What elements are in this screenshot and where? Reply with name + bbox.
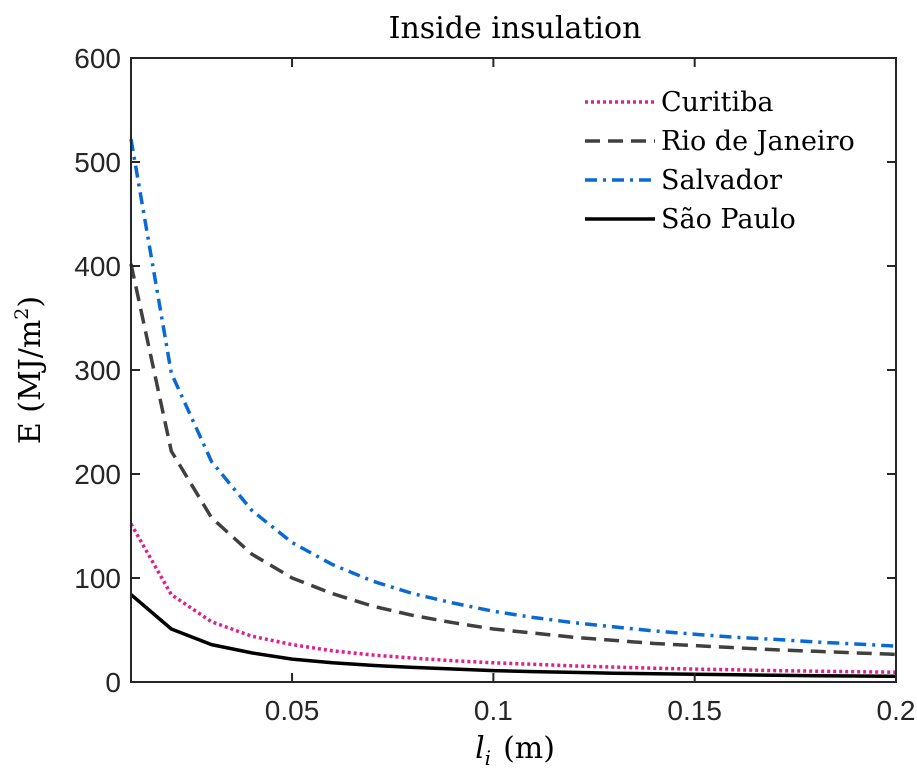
legend: Curitiba Rio de Janeiro Salvador São Paulo xyxy=(585,87,855,235)
x-axis-label: li (m) xyxy=(475,731,555,769)
y-tick-label: 0 xyxy=(105,667,121,698)
legend-label-3: São Paulo xyxy=(661,204,796,235)
x-tick-label: 0.05 xyxy=(265,695,320,726)
x-tick-label: 0.2 xyxy=(877,695,916,726)
y-axis-label: E (MJ/m2) xyxy=(11,296,48,444)
y-tick-label: 600 xyxy=(74,43,121,74)
series-line-1 xyxy=(129,263,897,657)
chart-title: Inside insulation xyxy=(389,11,642,46)
y-tick-label: 400 xyxy=(74,251,121,282)
y-axis-label-sup: 2 xyxy=(11,308,33,320)
legend-label-1: Rio de Janeiro xyxy=(661,126,855,157)
x-tick-label: 0.1 xyxy=(474,695,513,726)
x-axis-label-sub: i xyxy=(485,746,491,769)
legend-label-0: Curitiba xyxy=(661,87,773,118)
y-tick-label: 300 xyxy=(74,355,121,386)
y-tick-label: 500 xyxy=(74,147,121,178)
y-tick-label: 100 xyxy=(74,563,121,594)
y-axis-label-main: E (MJ/m xyxy=(13,320,48,444)
x-tick-label: 0.15 xyxy=(667,695,722,726)
series-layer xyxy=(129,138,897,679)
y-tick-label: 200 xyxy=(74,459,121,490)
series-line-3 xyxy=(129,593,897,679)
series-line-0 xyxy=(129,523,897,674)
series-line-2 xyxy=(129,138,897,648)
x-axis-label-var: l xyxy=(475,731,485,766)
x-axis-label-unit: (m) xyxy=(503,731,555,766)
legend-label-2: Salvador xyxy=(661,165,782,196)
tick-layer: 0.05 0.1 0.15 0.2 0 100 200 300 400 500 600 xyxy=(74,43,915,726)
y-axis-label-close: ) xyxy=(13,296,48,308)
